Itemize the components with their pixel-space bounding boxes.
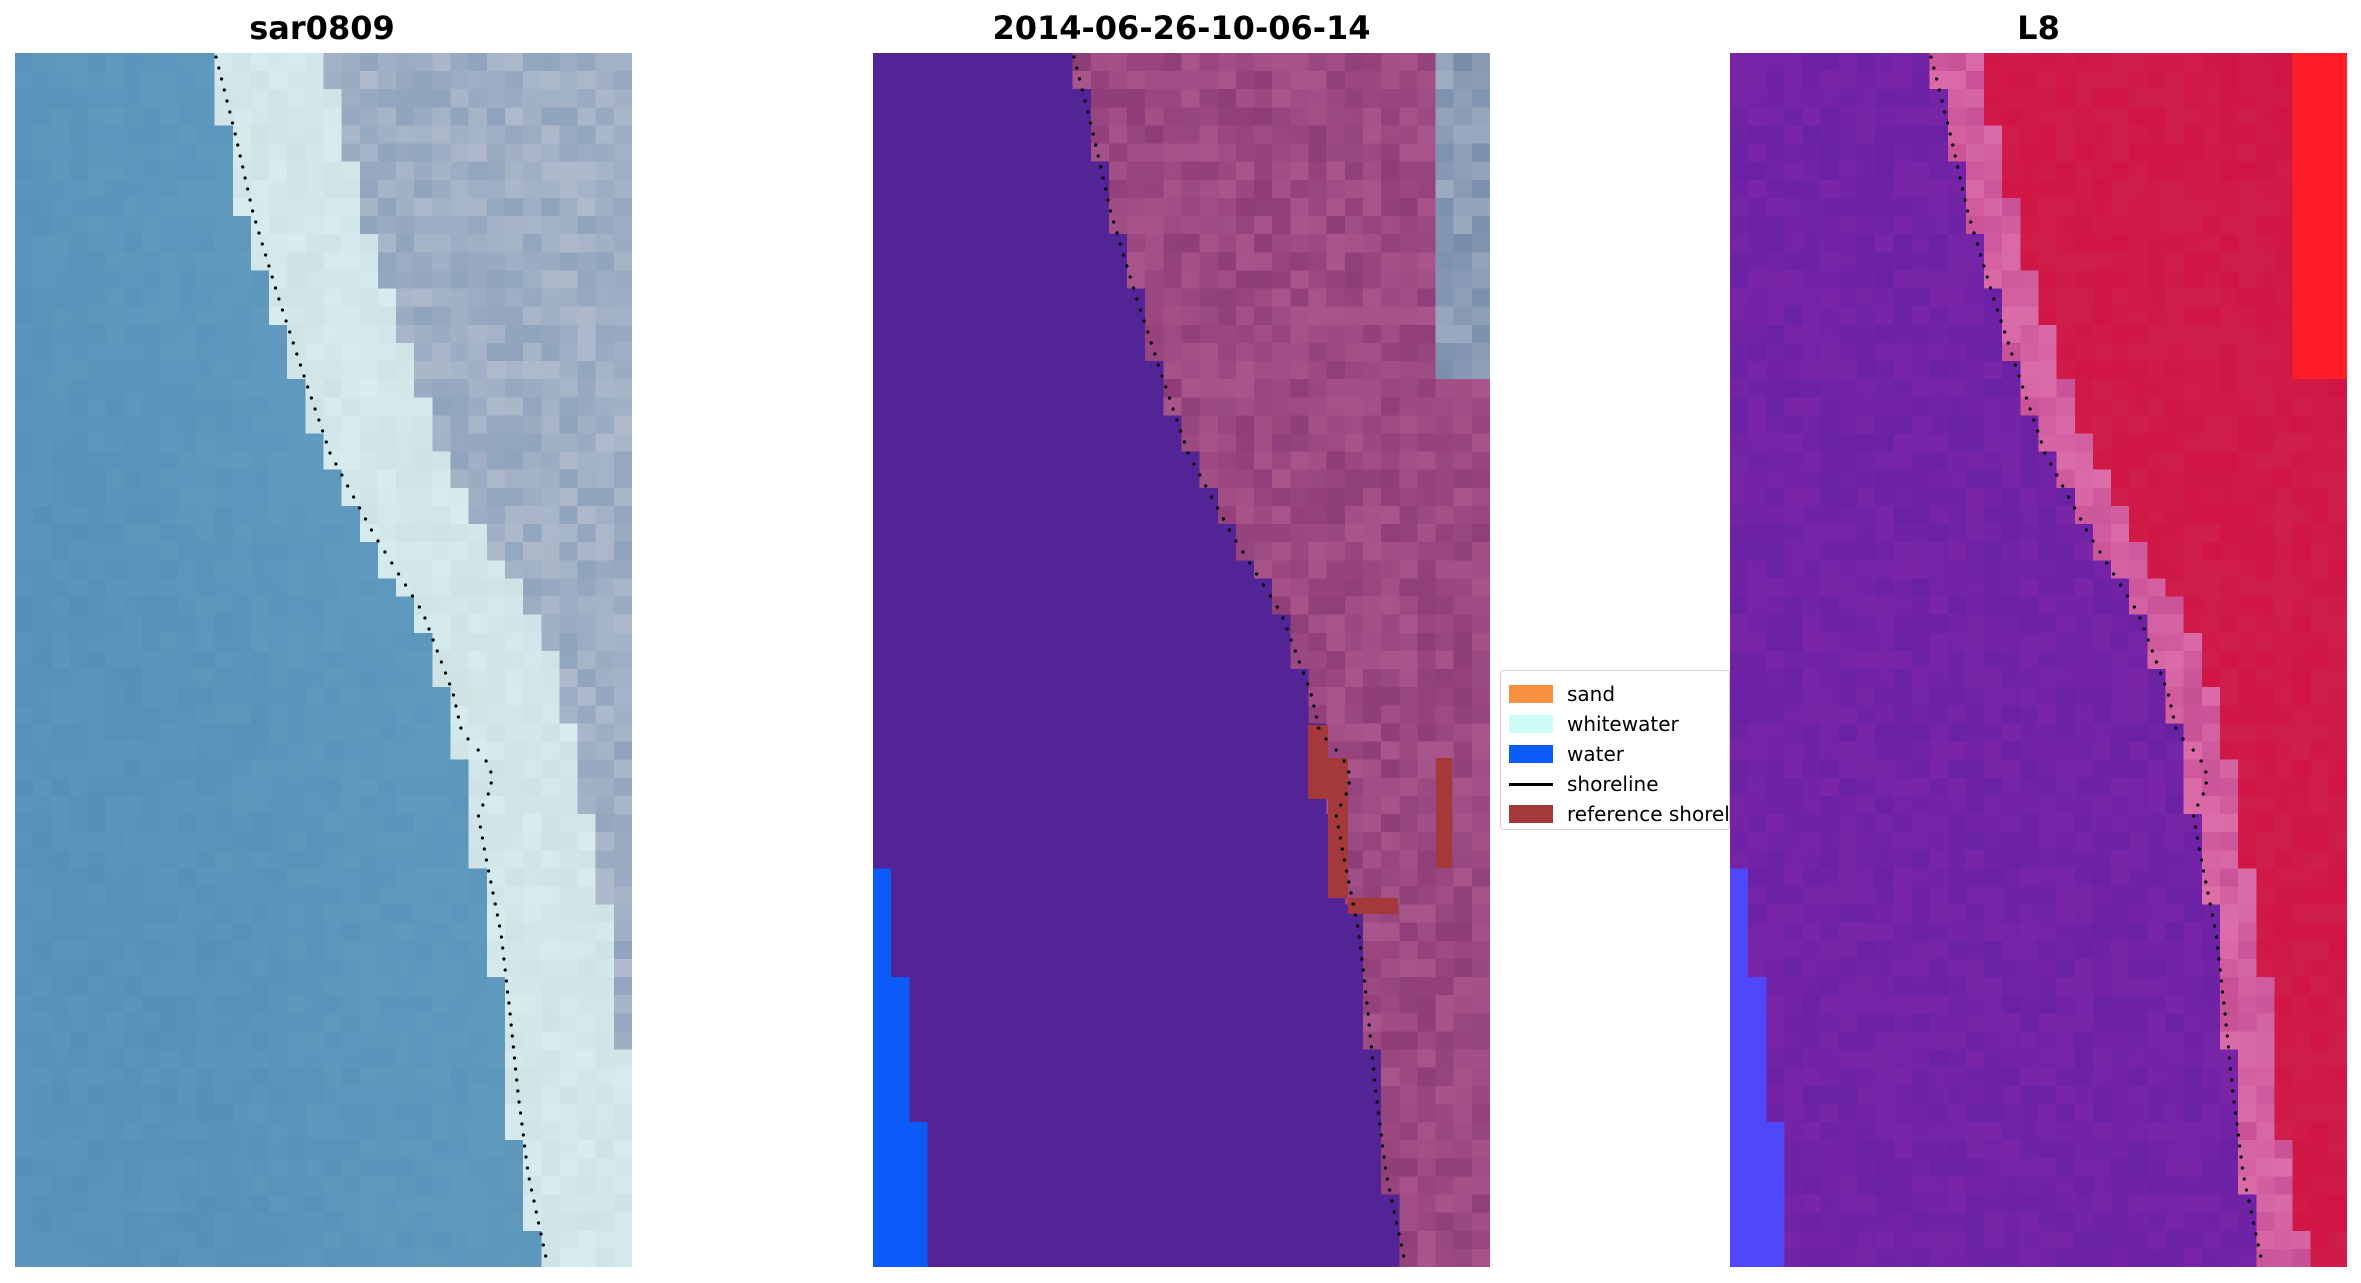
legend-item-sand: sand <box>1509 679 1615 709</box>
shoreline-dots <box>214 55 548 1258</box>
legend: sand whitewater water shoreline referenc… <box>1500 670 1730 830</box>
panel-title-index: L8 <box>2017 9 2060 47</box>
legend-label-shoreline: shoreline <box>1567 772 1659 796</box>
legend-label-reference-shoreline: reference shoreline <box>1567 802 1730 826</box>
panel-title-classified: 2014-06-26-10-06-14 <box>992 9 1371 47</box>
classified-image <box>873 53 1490 1267</box>
reference-shoreline-swatch <box>1509 805 1553 823</box>
legend-label-water: water <box>1567 742 1624 766</box>
shoreline-dots <box>1929 55 2263 1258</box>
rgb-satellite-image <box>15 53 632 1267</box>
legend-item-shoreline: shoreline <box>1509 769 1659 799</box>
legend-label-whitewater: whitewater <box>1567 712 1679 736</box>
reference-shoreline-patch <box>1436 758 1452 868</box>
whitewater-swatch <box>1509 715 1553 733</box>
index-image <box>1730 53 2347 1267</box>
legend-item-water: water <box>1509 739 1624 769</box>
shoreline-line-swatch <box>1509 782 1553 786</box>
legend-item-whitewater: whitewater <box>1509 709 1679 739</box>
water-swatch <box>1509 745 1553 763</box>
shoreline-dots <box>1072 55 1406 1258</box>
legend-label-sand: sand <box>1567 682 1616 706</box>
reference-shoreline-patch <box>1348 898 1398 914</box>
panel-title-rgb: sar0809 <box>249 9 395 47</box>
legend-item-reference-shoreline: reference shoreline <box>1509 799 1730 829</box>
reference-shoreline-patch <box>1308 725 1328 799</box>
sand-swatch <box>1509 685 1553 703</box>
